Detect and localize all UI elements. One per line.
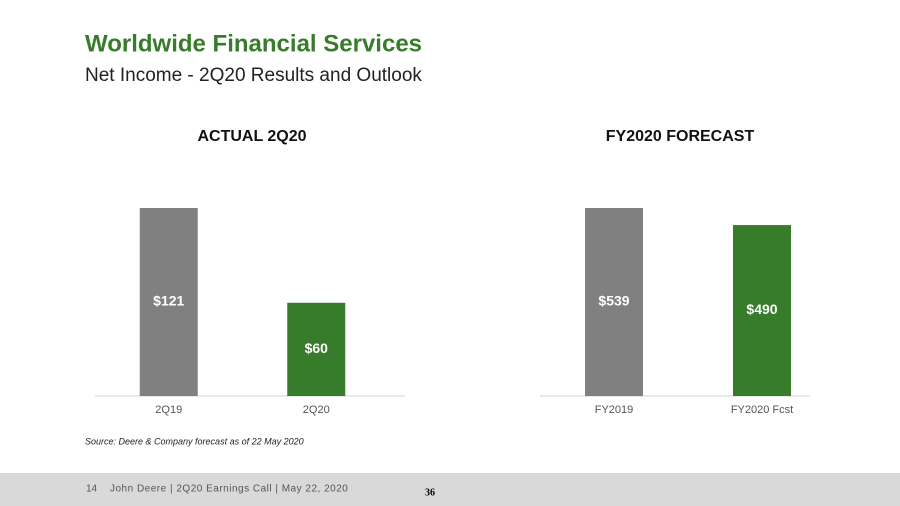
x-tick-label: 2Q20 [303, 404, 330, 416]
bar [585, 208, 643, 396]
slide-number: 36 [425, 487, 435, 498]
chart-title: ACTUAL 2Q20 [197, 128, 306, 145]
value-label: $490 [746, 301, 777, 317]
bar [287, 302, 346, 396]
x-tick-label: 2Q19 [155, 404, 182, 416]
footer-text: John Deere | 2Q20 Earnings Call | May 22… [110, 484, 348, 495]
page-number: 14 [86, 484, 98, 495]
x-tick-label: FY2019 [595, 404, 634, 416]
value-label: $60 [305, 340, 329, 356]
bar [733, 225, 791, 396]
slide-subtitle: Net Income - 2Q20 Results and Outlook [85, 65, 422, 86]
value-label: $121 [153, 293, 184, 309]
x-tick-label: FY2020 Fcst [731, 404, 793, 416]
source-note: Source: Deere & Company forecast as of 2… [85, 436, 304, 446]
value-label: $539 [598, 293, 629, 309]
footer-band [0, 473, 900, 506]
chart-title: FY2020 FORECAST [606, 128, 755, 145]
bar [139, 208, 198, 396]
slide-title: Worldwide Financial Services [85, 30, 422, 57]
